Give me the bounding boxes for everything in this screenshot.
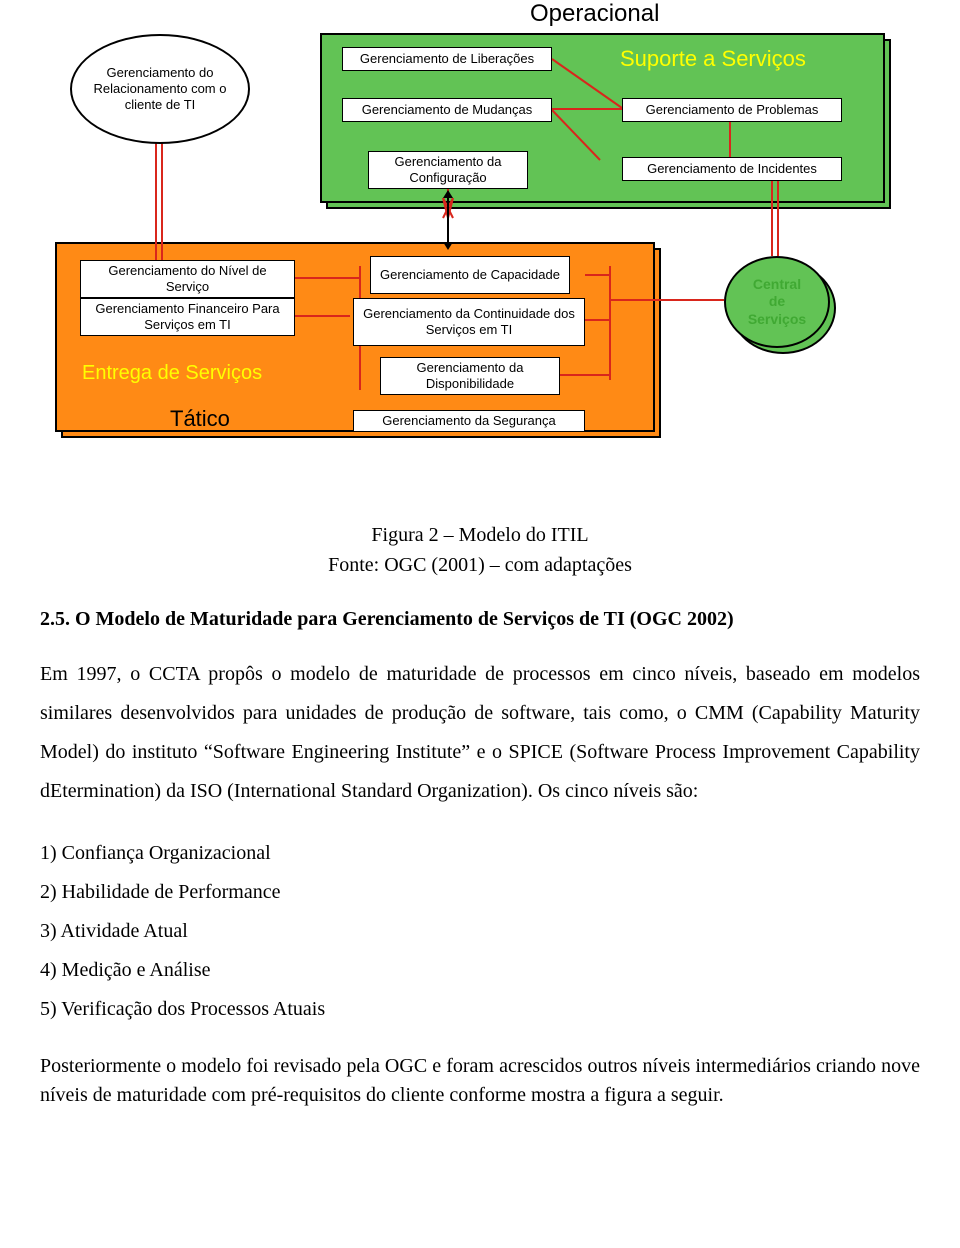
customer-relationship-ellipse: Gerenciamento do Relacionamento com o cl…: [70, 34, 250, 144]
intro-paragraph: Em 1997, o CCTA propôs o modelo de matur…: [40, 655, 920, 811]
figure-caption: Figura 2 – Modelo do ITIL Fonte: OGC (20…: [40, 520, 920, 580]
service-delivery-label: Entrega de Serviços: [82, 362, 262, 385]
box-mudancas: Gerenciamento de Mudanças: [342, 98, 552, 122]
itil-diagram: Operacional Gerenciamento do Relacioname…: [0, 0, 960, 520]
box-configuracao: Gerenciamento da Configuração: [368, 151, 528, 189]
closing-paragraph: Posteriormente o modelo foi revisado pel…: [40, 1052, 920, 1110]
box-seguranca: Gerenciamento da Segurança: [353, 410, 585, 432]
caption-line1: Figura 2 – Modelo do ITIL: [371, 524, 588, 546]
tatico-label: Tático: [170, 406, 230, 432]
box-nivel-servico: Gerenciamento do Nível de Serviço: [80, 260, 295, 298]
box-liberacoes: Gerenciamento de Liberações: [342, 47, 552, 71]
five-levels-list: 1) Confiança Organizacional 2) Habilidad…: [40, 835, 920, 1028]
caption-line2: Fonte: OGC (2001) – com adaptações: [328, 554, 632, 576]
service-desk-ellipse: Central de Serviços: [724, 256, 830, 348]
level-2: 2) Habilidade de Performance: [40, 874, 920, 911]
document-body: Figura 2 – Modelo do ITIL Fonte: OGC (20…: [40, 520, 920, 1110]
box-capacidade: Gerenciamento de Capacidade: [370, 256, 570, 294]
level-5: 5) Verificação dos Processos Atuais: [40, 991, 920, 1028]
level-1: 1) Confiança Organizacional: [40, 835, 920, 872]
customer-relationship-text: Gerenciamento do Relacionamento com o cl…: [80, 65, 240, 114]
box-incidentes: Gerenciamento de Incidentes: [622, 157, 842, 181]
box-continuidade: Gerenciamento da Continuidade dos Serviç…: [353, 298, 585, 346]
service-desk-line1: Central: [753, 276, 801, 292]
box-financeiro: Gerenciamento Financeiro Para Serviços e…: [80, 298, 295, 336]
service-desk-line2: de: [769, 293, 785, 309]
operacional-label: Operacional: [530, 0, 659, 28]
level-4: 4) Medição e Análise: [40, 952, 920, 989]
level-3: 3) Atividade Atual: [40, 913, 920, 950]
box-problemas: Gerenciamento de Problemas: [622, 98, 842, 122]
section-heading: 2.5. O Modelo de Maturidade para Gerenci…: [40, 608, 920, 631]
support-services-label: Suporte a Serviços: [620, 46, 806, 72]
box-disponibilidade: Gerenciamento da Disponibilidade: [380, 357, 560, 395]
service-desk-line3: Serviços: [748, 311, 806, 327]
